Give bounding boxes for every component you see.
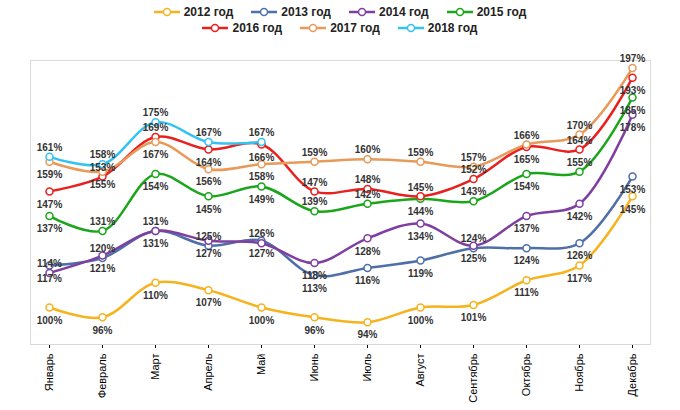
svg-text:142%: 142% (567, 211, 593, 222)
svg-text:Декабрь: Декабрь (626, 353, 638, 396)
svg-text:Сентябрь: Сентябрь (467, 353, 479, 403)
svg-text:Август: Август (414, 354, 426, 387)
svg-text:117%: 117% (567, 273, 592, 284)
svg-text:147%: 147% (302, 177, 328, 188)
svg-text:160%: 160% (355, 144, 381, 155)
svg-text:119%: 119% (408, 268, 433, 279)
svg-text:149%: 149% (249, 194, 275, 205)
html-text:2018 год: 2018 год (427, 21, 478, 35)
svg-text:154%: 154% (514, 181, 540, 192)
svg-text:117%: 117% (37, 273, 62, 284)
svg-text:155%: 155% (90, 179, 116, 190)
svg-text:165%: 165% (514, 154, 540, 165)
svg-text:124%: 124% (461, 233, 487, 244)
svg-text:118%: 118% (302, 270, 327, 281)
svg-text:159%: 159% (302, 147, 328, 158)
svg-text:175%: 175% (143, 107, 169, 118)
svg-text:Ноябрь: Ноябрь (573, 353, 585, 391)
svg-text:137%: 137% (37, 223, 63, 234)
svg-text:143%: 143% (461, 186, 487, 197)
html-text:2015 год: 2015 год (476, 5, 527, 19)
html-text:2012 год: 2012 год (183, 5, 234, 19)
svg-text:164%: 164% (567, 135, 593, 146)
html-text:2017 год: 2017 год (330, 21, 380, 35)
svg-text:158%: 158% (249, 171, 275, 182)
svg-text:142%: 142% (355, 189, 381, 200)
svg-text:159%: 159% (37, 169, 63, 180)
html-text:2014 год: 2014 год (379, 5, 429, 19)
svg-text:113%: 113% (302, 283, 327, 294)
svg-text:169%: 169% (143, 122, 169, 133)
svg-text:185%: 185% (620, 105, 646, 116)
svg-text:166%: 166% (249, 152, 275, 163)
svg-text:127%: 127% (249, 248, 275, 259)
svg-text:131%: 131% (143, 238, 169, 249)
svg-text:Март: Март (149, 354, 161, 380)
svg-text:193%: 193% (620, 85, 646, 96)
svg-text:144%: 144% (408, 206, 434, 217)
svg-text:167%: 167% (143, 149, 169, 160)
svg-text:145%: 145% (408, 182, 434, 193)
svg-text:178%: 178% (620, 122, 646, 133)
svg-text:120%: 120% (90, 243, 116, 254)
svg-text:100%: 100% (408, 315, 434, 326)
svg-text:167%: 167% (249, 127, 275, 138)
svg-text:131%: 131% (90, 216, 116, 227)
svg-text:101%: 101% (461, 312, 487, 323)
svg-text:166%: 166% (514, 130, 540, 141)
svg-text:100%: 100% (249, 315, 275, 326)
svg-text:155%: 155% (567, 157, 593, 168)
svg-text:110%: 110% (143, 290, 168, 301)
svg-text:164%: 164% (196, 157, 222, 168)
svg-text:148%: 148% (355, 174, 381, 185)
svg-text:147%: 147% (37, 199, 63, 210)
svg-text:96%: 96% (92, 325, 112, 336)
svg-text:Июнь: Июнь (308, 353, 320, 381)
svg-text:154%: 154% (143, 181, 169, 192)
svg-text:124%: 124% (514, 255, 540, 266)
svg-text:153%: 153% (620, 184, 646, 195)
svg-text:159%: 159% (408, 147, 434, 158)
svg-text:145%: 145% (196, 204, 222, 215)
svg-text:107%: 107% (196, 297, 222, 308)
svg-text:167%: 167% (196, 127, 222, 138)
svg-text:126%: 126% (567, 250, 593, 261)
svg-text:Октябрь: Октябрь (520, 353, 532, 396)
html-text:2016 год: 2016 год (232, 21, 283, 35)
svg-text:137%: 137% (514, 223, 540, 234)
svg-text:121%: 121% (90, 263, 116, 274)
svg-text:128%: 128% (355, 246, 381, 257)
svg-text:125%: 125% (461, 253, 487, 264)
svg-text:156%: 156% (196, 176, 222, 187)
svg-text:Январь: Январь (43, 353, 55, 391)
svg-text:116%: 116% (355, 275, 380, 286)
svg-text:94%: 94% (357, 329, 377, 340)
svg-text:Апрель: Апрель (202, 353, 214, 391)
svg-text:96%: 96% (304, 325, 324, 336)
svg-text:111%: 111% (514, 287, 539, 298)
svg-text:Июль: Июль (361, 353, 373, 381)
svg-text:197%: 197% (620, 53, 646, 64)
svg-text:131%: 131% (143, 216, 169, 227)
svg-text:134%: 134% (408, 231, 434, 242)
svg-text:Май: Май (255, 354, 267, 376)
svg-text:153%: 153% (90, 162, 116, 173)
svg-text:126%: 126% (249, 228, 275, 239)
svg-text:145%: 145% (620, 204, 646, 215)
svg-text:152%: 152% (461, 164, 487, 175)
svg-text:127%: 127% (196, 248, 222, 259)
html-text:2013 год: 2013 год (281, 5, 331, 19)
svg-text:Февраль: Февраль (96, 353, 108, 398)
svg-text:161%: 161% (37, 142, 63, 153)
svg-text:170%: 170% (567, 120, 593, 131)
svg-text:157%: 157% (461, 152, 487, 163)
svg-text:158%: 158% (90, 149, 116, 160)
svg-text:114%: 114% (37, 258, 62, 269)
svg-text:125%: 125% (196, 231, 222, 242)
svg-text:100%: 100% (37, 315, 63, 326)
svg-text:139%: 139% (302, 196, 328, 207)
